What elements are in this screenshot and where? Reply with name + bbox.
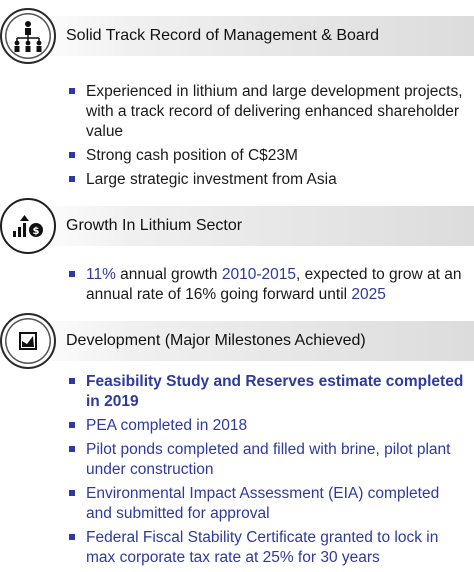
section-title: Development (Major Milestones Achieved) xyxy=(66,332,366,349)
year-range: 2010-2015 xyxy=(221,266,296,283)
section-header-development: Development (Major Milestones Achieved) xyxy=(0,313,474,369)
list-item: Large strategic investment from Asia xyxy=(66,170,468,190)
list-item: Feasibility Study and Reserves estimate … xyxy=(66,372,468,412)
management-list: Experienced in lithium and large develop… xyxy=(66,82,468,194)
growth-chart-icon: $ xyxy=(0,198,56,254)
list-item: PEA completed in 2018 xyxy=(66,416,468,436)
end-year: 2025 xyxy=(351,286,386,303)
section-header-growth: $ Growth In Lithium Sector xyxy=(0,198,474,254)
section-title: Growth In Lithium Sector xyxy=(66,217,243,234)
checklist-icon xyxy=(0,313,56,369)
list-item: 11% annual growth 2010-2015, expected to… xyxy=(66,265,468,305)
header-bar xyxy=(20,206,474,246)
section-header-management: Solid Track Record of Management & Board xyxy=(0,8,474,64)
text: , expected to grow at an annual rate of … xyxy=(86,266,462,303)
header-bar xyxy=(20,16,474,56)
growth-percent: 11% xyxy=(86,266,116,283)
growth-list: 11% annual growth 2010-2015, expected to… xyxy=(66,265,468,309)
list-item: Strong cash position of C$23M xyxy=(66,146,468,166)
text: annual growth xyxy=(115,266,222,283)
section-title: Solid Track Record of Management & Board xyxy=(66,27,380,44)
header-bar xyxy=(20,321,474,361)
list-item: Environmental Impact Assessment (EIA) co… xyxy=(66,484,468,524)
list-item: Federal Fiscal Stability Certificate gra… xyxy=(66,528,468,568)
team-hierarchy-icon xyxy=(0,8,56,64)
list-item: Pilot ponds completed and filled with br… xyxy=(66,440,468,480)
development-list: Feasibility Study and Reserves estimate … xyxy=(66,372,468,572)
svg-text:$: $ xyxy=(33,226,40,237)
list-item: Experienced in lithium and large develop… xyxy=(66,82,468,142)
